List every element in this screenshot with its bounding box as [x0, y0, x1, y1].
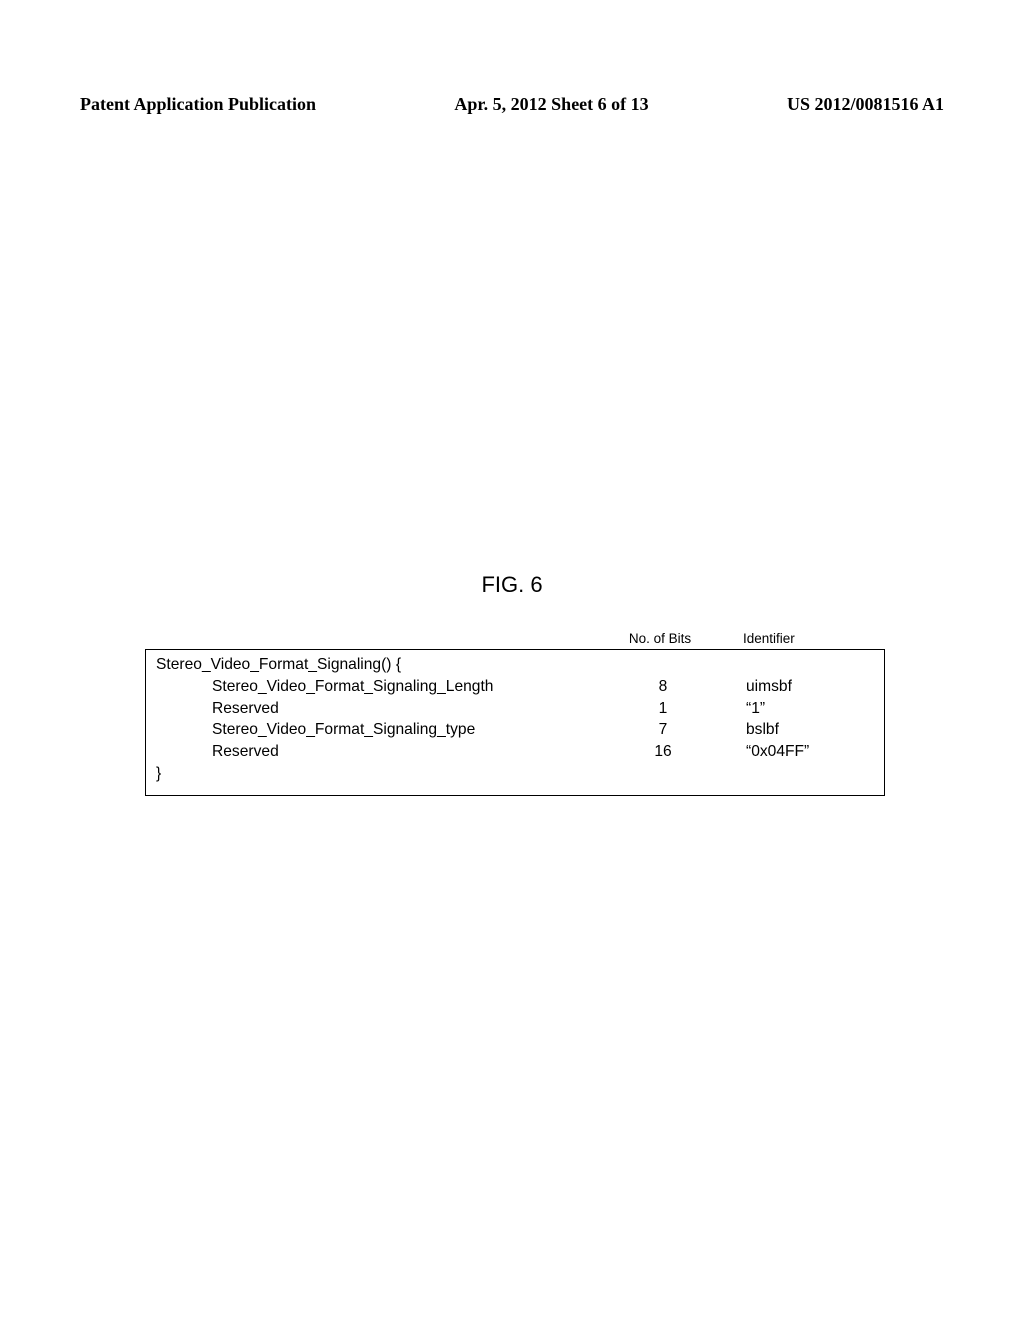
ident-cell: uimsbf: [728, 676, 848, 698]
table-header-row: No. of Bits Identifier: [145, 630, 885, 649]
table-box: Stereo_Video_Format_Signaling() { Stereo…: [145, 649, 885, 796]
bits-cell: 8: [598, 676, 728, 698]
table-row: Stereo_Video_Format_Signaling() {: [156, 654, 874, 676]
page-header: Patent Application Publication Apr. 5, 2…: [0, 94, 1024, 115]
column-header-bits: No. of Bits: [595, 630, 725, 649]
ident-cell: “0x04FF”: [728, 741, 848, 763]
bits-cell: 7: [598, 719, 728, 741]
header-right: US 2012/0081516 A1: [787, 94, 944, 115]
figure-label: FIG. 6: [0, 572, 1024, 598]
table-row: Reserved 1 “1”: [156, 698, 874, 720]
table-row: Stereo_Video_Format_Signaling_Length 8 u…: [156, 676, 874, 698]
bits-cell: 16: [598, 741, 728, 763]
syntax-table: No. of Bits Identifier Stereo_Video_Form…: [145, 630, 885, 796]
syntax-cell: Stereo_Video_Format_Signaling_type: [156, 719, 598, 741]
syntax-cell: Stereo_Video_Format_Signaling_Length: [156, 676, 598, 698]
header-left: Patent Application Publication: [80, 94, 316, 115]
table-row: Reserved 16 “0x04FF”: [156, 741, 874, 763]
bits-cell: 1: [598, 698, 728, 720]
syntax-open: Stereo_Video_Format_Signaling() {: [156, 654, 598, 676]
table-row: }: [156, 763, 874, 785]
syntax-cell: Reserved: [156, 698, 598, 720]
ident-cell: bslbf: [728, 719, 848, 741]
header-center: Apr. 5, 2012 Sheet 6 of 13: [454, 94, 648, 115]
ident-cell: “1”: [728, 698, 848, 720]
syntax-close: }: [156, 763, 598, 785]
column-header-identifier: Identifier: [725, 630, 845, 649]
table-row: Stereo_Video_Format_Signaling_type 7 bsl…: [156, 719, 874, 741]
syntax-cell: Reserved: [156, 741, 598, 763]
